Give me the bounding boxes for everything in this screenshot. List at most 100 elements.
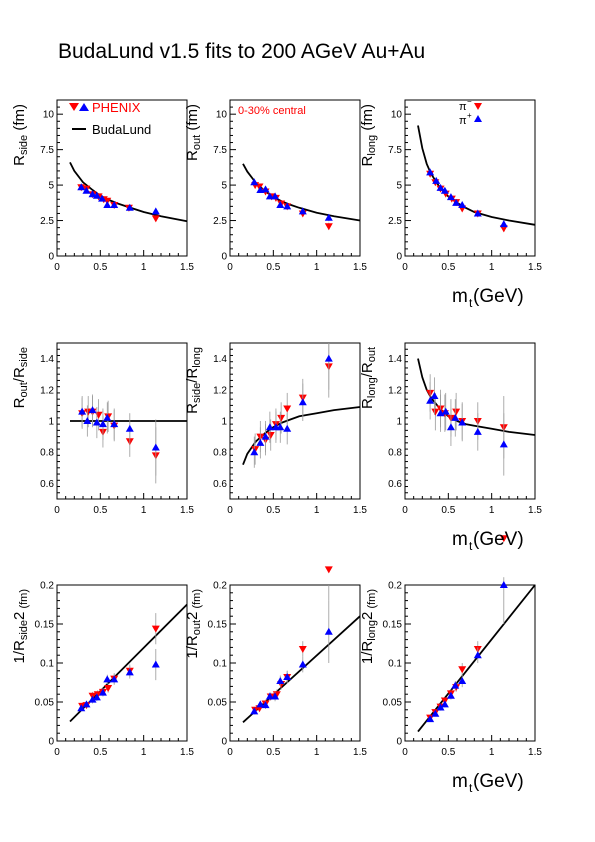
x-tick-label: 0.5 [441, 262, 455, 273]
data-point-pi-plus [98, 688, 107, 696]
data-point-pi-plus [250, 707, 259, 715]
panel-inv_rout2: 0 0.5 1 1.5 0 0.05 0.1 0.15 0.2 1/Rout2 (fm) [184, 566, 367, 758]
x-tick-label: 0 [402, 262, 408, 273]
panel-inv_rlong2: 0 0.5 1 1.5 0 0.05 0.1 0.15 0.2 1/Rlong2 (fm) [359, 535, 542, 758]
data-point-pi-plus [426, 396, 435, 404]
y-axis-label-part: R [11, 397, 28, 408]
y-axis-label-part: /R [359, 362, 376, 377]
y-axis-label-part: (fm) [18, 589, 30, 612]
y-tick-label: 0.8 [40, 448, 54, 459]
data-point-pi-plus [125, 424, 134, 432]
x-tick-label: 1.5 [528, 747, 542, 758]
xlabel-main: m [452, 529, 468, 550]
panel-rlong_rout: 0 0.5 1 1.5 0.6 0.8 1 1.2 1.4 Rlong/Rout [359, 342, 542, 516]
legend-pi-plus-charge: + [467, 111, 472, 120]
data-point-pi-plus [298, 398, 307, 406]
data-point-pi-plus [261, 701, 270, 709]
data-point-pi-plus [452, 198, 461, 206]
data-point-pi-plus [276, 200, 285, 208]
data-point-pi-plus [265, 423, 274, 431]
xlabel-sub: t [469, 539, 473, 553]
data-point-pi-plus [446, 193, 455, 201]
y-tick-label: 0 [221, 252, 227, 263]
y-axis-label-part: (fm) [184, 104, 201, 135]
legend-pi-minus-symbol [474, 103, 482, 110]
data-point-pi-plus [473, 427, 482, 435]
data-point-pi-minus [298, 645, 307, 653]
fit-curve [417, 584, 536, 733]
x-tick-label: 0 [54, 747, 60, 758]
xlabel-row-2: m t (GeV) [452, 529, 524, 553]
xlabel-unit: (GeV) [473, 771, 524, 792]
data-point-pi-minus [283, 405, 292, 413]
y-axis-label: Rside (fm) [11, 104, 30, 166]
data-point-pi-minus [452, 408, 461, 416]
data-point-pi-plus [298, 207, 307, 215]
data-point-pi-plus [103, 200, 112, 208]
data-point-pi-plus [88, 190, 97, 198]
y-tick-label: 0.8 [388, 448, 402, 459]
x-tick-label: 1 [489, 262, 495, 273]
y-axis-label-part: R [11, 155, 28, 166]
x-tick-label: 1 [141, 747, 147, 758]
legend-budalund-label: BudaLund [92, 122, 151, 137]
y-tick-label: 2.5 [213, 216, 227, 227]
y-tick-label: 0.2 [40, 581, 54, 592]
y-tick-label: 7.5 [388, 145, 402, 156]
data-point-pi-minus [499, 225, 508, 233]
x-tick-label: 0.5 [93, 262, 107, 273]
legend-phenix-label: PHENIX [92, 100, 141, 115]
y-tick-label: 1 [48, 417, 54, 428]
y-axis-label-part: out [191, 620, 203, 635]
y-tick-label: 0.15 [383, 620, 403, 631]
x-tick-label: 0.5 [93, 747, 107, 758]
data-point-pi-minus [151, 625, 160, 633]
data-point-pi-minus [324, 566, 333, 574]
y-tick-label: 7.5 [40, 145, 54, 156]
data-point-pi-plus [250, 178, 259, 186]
y-axis-label-part: (fm) [366, 589, 378, 612]
y-axis-label-part: (fm) [359, 104, 376, 135]
data-point-pi-plus [110, 420, 119, 428]
y-axis-label-part: 2 [11, 612, 28, 620]
x-tick-label: 1.5 [353, 505, 367, 516]
y-tick-label: 2.5 [40, 216, 54, 227]
y-tick-label: 1.4 [40, 354, 54, 365]
y-tick-label: 0 [396, 252, 402, 263]
y-axis-label-part: R [359, 155, 376, 166]
y-tick-label: 0.6 [388, 479, 402, 490]
data-point-pi-plus [426, 715, 435, 723]
y-axis-label-part: side [18, 620, 30, 640]
data-point-pi-plus [440, 186, 449, 194]
y-axis-label-part: side [18, 347, 30, 367]
data-point-pi-plus [451, 413, 460, 421]
data-point-pi-plus [82, 186, 91, 194]
legend-pions: π − π + [459, 97, 482, 127]
data-point-pi-plus [440, 700, 449, 708]
data-point-pi-plus [151, 443, 160, 451]
data-point-pi-plus [82, 700, 91, 708]
y-tick-label: 1.4 [388, 354, 402, 365]
x-tick-label: 1 [314, 262, 320, 273]
data-point-pi-plus [88, 406, 97, 414]
y-axis-label-part: /R [11, 367, 28, 382]
data-point-pi-plus [271, 692, 280, 700]
x-tick-label: 0 [227, 505, 233, 516]
y-axis-label: 1/Rout2 (fm) [184, 589, 203, 659]
plot-frame [229, 342, 361, 500]
y-tick-label: 5 [48, 181, 54, 192]
y-tick-label: 0.1 [388, 659, 402, 670]
y-tick-label: 0.1 [213, 659, 227, 670]
y-tick-label: 0 [221, 737, 227, 748]
data-point-pi-plus [151, 207, 160, 215]
data-point-pi-plus [458, 418, 467, 426]
y-axis-label: 1/Rside2 (fm) [11, 589, 30, 663]
y-tick-label: 1.4 [213, 354, 227, 365]
y-tick-label: 0.2 [213, 581, 227, 592]
data-point-pi-plus [458, 200, 467, 208]
y-tick-label: 1.2 [213, 385, 227, 396]
x-tick-label: 0.5 [266, 262, 280, 273]
data-point-pi-plus [250, 448, 259, 456]
data-point-pi-plus [103, 413, 112, 421]
